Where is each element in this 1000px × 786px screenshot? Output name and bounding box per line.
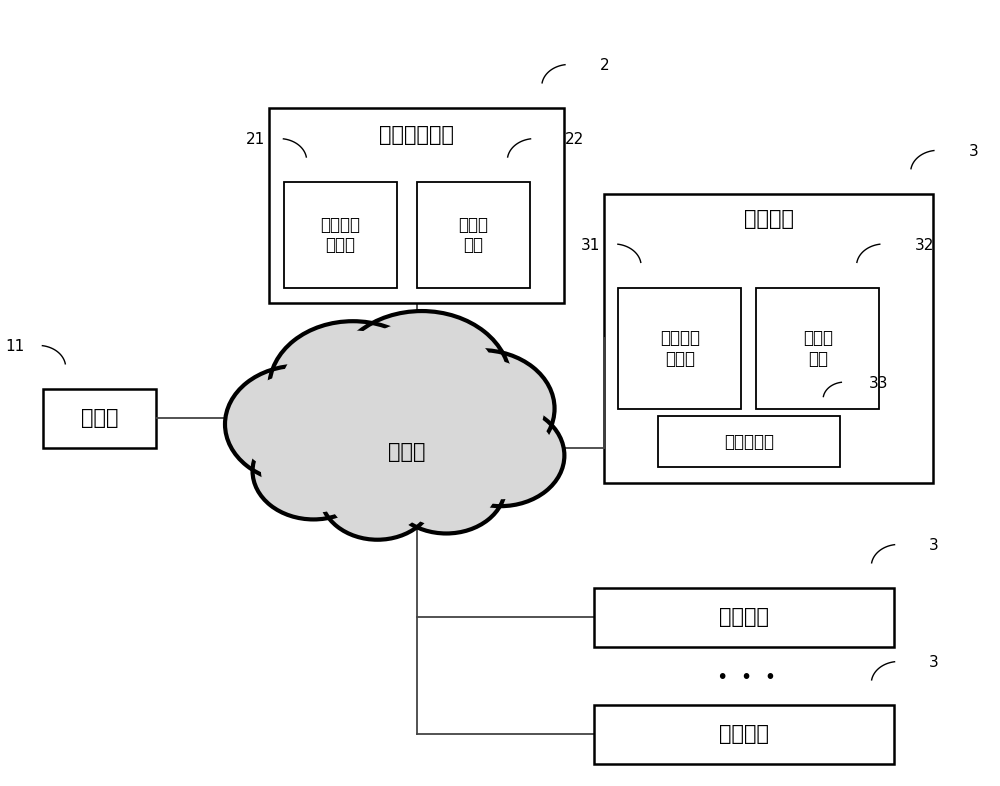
Circle shape — [314, 377, 461, 494]
Text: 3: 3 — [968, 144, 978, 159]
Text: 云网络: 云网络 — [388, 442, 426, 461]
Bar — [658, 417, 840, 467]
Text: 3: 3 — [929, 656, 939, 670]
Circle shape — [387, 440, 505, 534]
Bar — [594, 588, 894, 647]
Circle shape — [325, 386, 450, 486]
Circle shape — [253, 423, 375, 520]
Text: 2: 2 — [600, 58, 609, 73]
Circle shape — [236, 374, 361, 474]
Circle shape — [407, 350, 555, 467]
Circle shape — [225, 365, 373, 483]
Bar — [594, 705, 894, 764]
Circle shape — [346, 321, 497, 441]
Bar — [269, 108, 564, 303]
Circle shape — [269, 321, 437, 454]
Text: 虚拟交换机: 虚拟交换机 — [724, 433, 774, 451]
Text: •  •  •: • • • — [717, 668, 776, 688]
Circle shape — [437, 405, 564, 506]
Bar — [604, 194, 933, 483]
Bar — [284, 182, 397, 288]
Bar — [43, 389, 156, 448]
Bar — [618, 288, 741, 409]
Text: 第一虚拟
路由器: 第一虚拟 路由器 — [321, 215, 361, 255]
Text: 31: 31 — [580, 237, 600, 252]
Circle shape — [396, 447, 497, 527]
Text: 21: 21 — [246, 132, 265, 147]
Text: 22: 22 — [565, 132, 584, 147]
Text: 负载均衡节点: 负载均衡节点 — [379, 126, 454, 145]
Circle shape — [320, 449, 435, 540]
Text: 32: 32 — [914, 237, 934, 252]
Bar — [756, 288, 879, 409]
Text: 服务节点: 服务节点 — [744, 209, 794, 229]
Text: 3: 3 — [929, 538, 939, 553]
Circle shape — [418, 359, 543, 458]
Circle shape — [282, 331, 424, 444]
Circle shape — [333, 311, 510, 451]
Circle shape — [329, 456, 426, 533]
Bar — [417, 182, 530, 288]
Text: 客户端: 客户端 — [81, 409, 118, 428]
Text: 负载均
衡器: 负载均 衡器 — [458, 215, 488, 255]
Text: 服务节点: 服务节点 — [719, 725, 769, 744]
Text: 33: 33 — [869, 376, 888, 391]
Circle shape — [446, 413, 555, 498]
Text: 第二虚拟
路由器: 第二虚拟 路由器 — [660, 329, 700, 368]
Text: 后端服
务器: 后端服 务器 — [803, 329, 833, 368]
Text: 11: 11 — [5, 339, 24, 354]
Circle shape — [262, 430, 365, 512]
Text: 服务节点: 服务节点 — [719, 608, 769, 627]
